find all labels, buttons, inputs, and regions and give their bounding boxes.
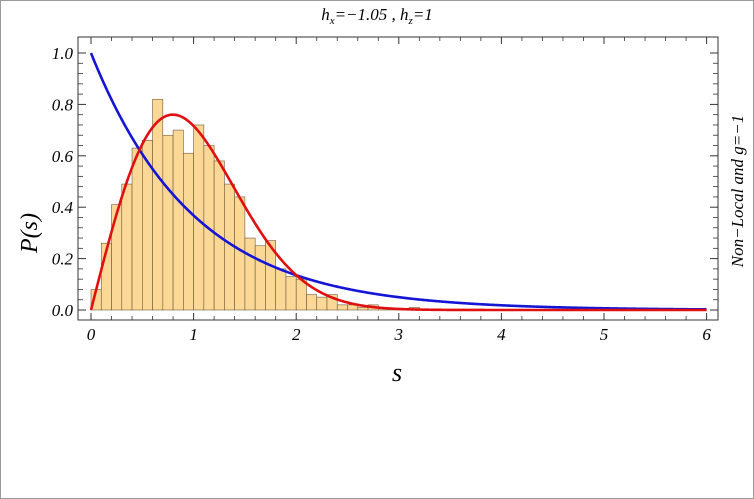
histogram-bars — [90, 98, 451, 311]
y-tick-label: 1.0 — [52, 44, 74, 63]
y-axis-ticks: 0.0 0.2 0.4 0.6 0.8 1.0 — [52, 44, 718, 320]
histogram-bar — [162, 134, 174, 311]
x-tick-label: 4 — [497, 325, 506, 344]
series-line-wigner — [89, 113, 707, 312]
histogram-bar — [172, 129, 184, 311]
histogram-bar — [152, 98, 164, 311]
x-tick-label: 6 — [702, 325, 711, 344]
right-frame-label: Non−Local and g=−1 — [728, 115, 747, 268]
x-axis-label: s — [392, 358, 402, 387]
histogram-bar — [326, 294, 338, 311]
y-tick-label: 0.8 — [52, 95, 74, 114]
histogram-bar — [183, 152, 194, 311]
y-tick-label: 0.6 — [52, 147, 74, 166]
histogram-bar — [234, 196, 246, 311]
histogram-bar — [285, 276, 297, 311]
y-tick-label: 0.0 — [52, 301, 74, 320]
x-tick-label: 1 — [189, 325, 198, 344]
histogram-bar — [131, 147, 143, 311]
y-tick-label: 0.2 — [52, 250, 74, 269]
histogram-bar — [121, 183, 133, 311]
histogram-bar — [357, 307, 369, 311]
x-tick-label: 2 — [292, 325, 301, 344]
x-tick-label: 5 — [600, 325, 609, 344]
histogram-bar — [244, 237, 256, 311]
x-axis-ticks: 0 1 2 3 4 5 6 — [87, 37, 711, 344]
histogram-bar — [336, 304, 348, 311]
series-line-exponential — [89, 52, 707, 311]
histogram-bar — [254, 245, 266, 311]
histogram-bar — [111, 204, 123, 311]
x-tick-label: 3 — [394, 325, 404, 344]
plot-area-frame — [77, 36, 719, 321]
histogram-bar — [275, 268, 287, 311]
y-axis-label: P(s) — [17, 213, 43, 254]
histogram-bar — [316, 296, 328, 311]
histogram-bar — [306, 294, 318, 311]
chart-title: hx=−1.05 , hz=1 — [321, 5, 433, 27]
x-tick-label: 0 — [87, 325, 96, 344]
y-tick-label: 0.4 — [52, 198, 74, 217]
